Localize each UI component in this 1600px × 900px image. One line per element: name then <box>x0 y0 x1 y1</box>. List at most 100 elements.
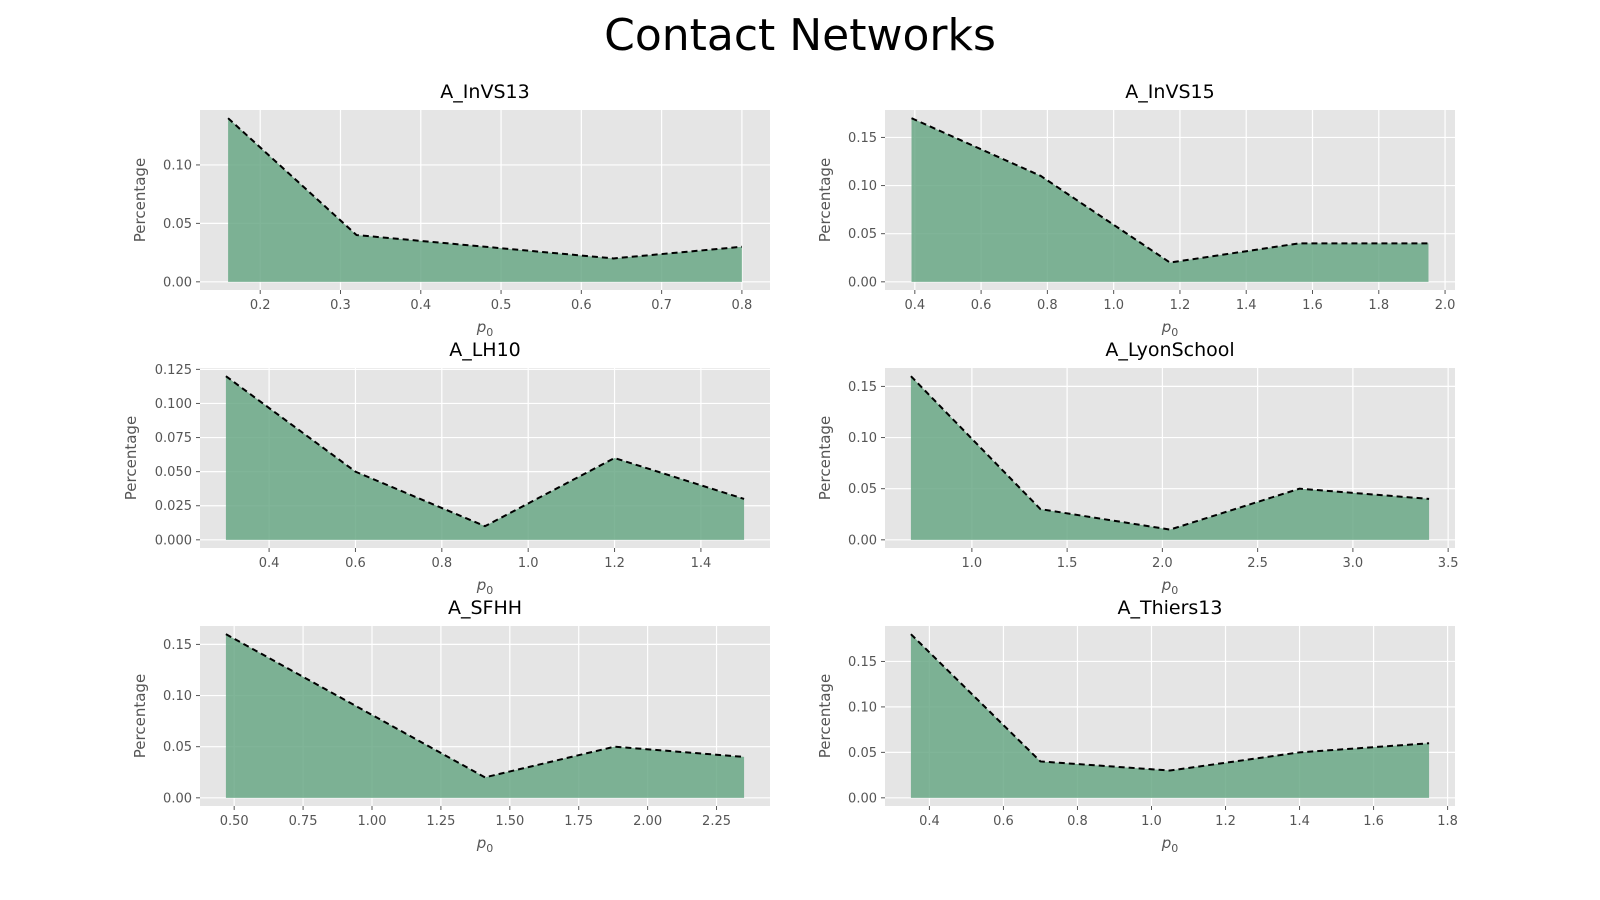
panel-title: A_LyonSchool <box>1105 339 1234 361</box>
data-point <box>353 704 357 708</box>
y-tick-label: 0.15 <box>848 380 877 395</box>
x-tick-label: 2.00 <box>633 814 662 829</box>
data-point <box>611 256 615 260</box>
data-point <box>1427 497 1431 501</box>
series-line <box>911 117 1429 264</box>
data-point <box>1168 261 1172 265</box>
y-tick-label: 0.10 <box>848 179 877 194</box>
x-tick-label: 1.8 <box>1437 814 1458 829</box>
x-tick-label: 1.4 <box>1289 814 1310 829</box>
y-tick-label: 0.15 <box>848 655 877 670</box>
data-point <box>613 456 617 460</box>
y-tick-label: 0.10 <box>848 431 877 446</box>
x-tick-label: 1.50 <box>495 814 524 829</box>
y-axis-label: Percentage <box>131 158 149 242</box>
x-tick-label: 1.2 <box>604 556 625 571</box>
x-tick-label: 1.25 <box>426 814 455 829</box>
y-tick-label: 0.025 <box>155 499 192 514</box>
y-tick-label: 0.00 <box>163 275 192 290</box>
x-tick-label: 0.6 <box>971 298 992 313</box>
data-point <box>909 632 913 636</box>
x-tick-label: 0.50 <box>220 814 249 829</box>
y-tick-label: 0.05 <box>848 227 877 242</box>
chart-panel: 0.50 0.75 1.00 1.25 1.50 1.75 2.00 2.25 0.00 0.05… <box>131 597 770 855</box>
panel-title: A_Thiers13 <box>1117 597 1222 619</box>
x-tick-label: 1.4 <box>1236 298 1257 313</box>
panel-title: A_LH10 <box>449 339 521 361</box>
x-tick-label: 0.4 <box>410 298 431 313</box>
area-fill <box>910 376 1430 540</box>
x-tick-label: 0.75 <box>289 814 318 829</box>
data-point <box>613 745 617 749</box>
y-tick-label: 0.075 <box>155 431 192 446</box>
y-tick-label: 0.050 <box>155 465 192 480</box>
data-point <box>1298 487 1302 491</box>
x-tick-label: 0.4 <box>259 556 280 571</box>
x-tick-label: 1.6 <box>1363 814 1384 829</box>
y-axis-label: Percentage <box>131 674 149 758</box>
series-line <box>225 375 745 528</box>
area-fill <box>225 634 745 798</box>
panel-title: A_SFHH <box>448 597 522 619</box>
data-point <box>910 116 914 120</box>
x-tick-label: 1.0 <box>1141 814 1162 829</box>
data-point <box>742 755 746 759</box>
y-tick-label: 0.00 <box>848 791 877 806</box>
x-tick-label: 3.0 <box>1343 556 1364 571</box>
y-tick-label: 0.00 <box>848 275 877 290</box>
y-tick-label: 0.000 <box>155 533 192 548</box>
x-tick-label: 1.2 <box>1170 298 1191 313</box>
chart-panel: 1.0 1.5 2.0 2.5 3.0 3.5 0.00 0.05 0.10 0.15 A_Lyon… <box>816 339 1458 597</box>
x-tick-label: 0.6 <box>993 814 1014 829</box>
x-tick-label: 2.0 <box>1152 556 1173 571</box>
chart-panel: 0.4 0.6 0.8 1.0 1.2 1.4 1.6 1.8 2.0 0.00 0.05 0.10 0… <box>816 81 1455 339</box>
data-point <box>353 470 357 474</box>
x-tick-label: 1.8 <box>1368 298 1389 313</box>
x-tick-label: 3.5 <box>1438 556 1459 571</box>
x-tick-label: 0.8 <box>732 298 753 313</box>
y-axis-label: Percentage <box>122 416 140 500</box>
y-tick-label: 0.00 <box>163 791 192 806</box>
y-axis-label: Percentage <box>816 674 834 758</box>
data-point <box>1297 241 1301 245</box>
data-point <box>740 245 744 249</box>
data-point <box>1168 528 1172 532</box>
y-tick-label: 0.100 <box>155 397 192 412</box>
x-tick-label: 1.6 <box>1302 298 1323 313</box>
series-line <box>910 375 1430 531</box>
y-tick-label: 0.125 <box>155 363 192 378</box>
x-tick-label: 1.0 <box>962 556 983 571</box>
data-point <box>483 775 487 779</box>
x-tick-label: 0.8 <box>431 556 452 571</box>
x-tick-label: 1.00 <box>358 814 387 829</box>
x-tick-label: 1.0 <box>1103 298 1124 313</box>
data-point <box>224 632 228 636</box>
y-tick-label: 0.05 <box>848 746 877 761</box>
y-tick-label: 0.05 <box>163 217 192 232</box>
x-tick-label: 0.6 <box>345 556 366 571</box>
x-tick-label: 0.5 <box>491 298 512 313</box>
x-tick-label: 0.4 <box>919 814 940 829</box>
data-point <box>1426 241 1430 245</box>
x-tick-label: 0.8 <box>1037 298 1058 313</box>
data-point <box>742 497 746 501</box>
chart-panel: 0.4 0.6 0.8 1.0 1.2 1.4 0.000 0.025 0.050 0.075 0.… <box>122 339 770 597</box>
y-tick-label: 0.10 <box>848 700 877 715</box>
area-fill <box>910 634 1430 798</box>
x-tick-label: 0.3 <box>330 298 351 313</box>
y-tick-label: 0.00 <box>848 533 877 548</box>
y-tick-label: 0.05 <box>163 740 192 755</box>
area-fill <box>911 118 1429 282</box>
figure-title: Contact Networks <box>604 10 996 61</box>
x-tick-label: 0.6 <box>571 298 592 313</box>
chart-panel: 0.4 0.6 0.8 1.0 1.2 1.4 1.6 1.8 0.00 0.05 0.10 0.15… <box>816 597 1458 855</box>
x-tick-label: 2.0 <box>1435 298 1456 313</box>
data-point <box>1039 174 1043 178</box>
data-point <box>909 374 913 378</box>
x-tick-label: 1.75 <box>564 814 593 829</box>
x-axis-label: p0 <box>476 834 494 855</box>
chart-panel: 0.2 0.3 0.4 0.5 0.6 0.7 0.8 0.00 0.05 0.10 A_InVS1… <box>131 81 770 339</box>
data-point <box>1298 750 1302 754</box>
data-point <box>224 374 228 378</box>
